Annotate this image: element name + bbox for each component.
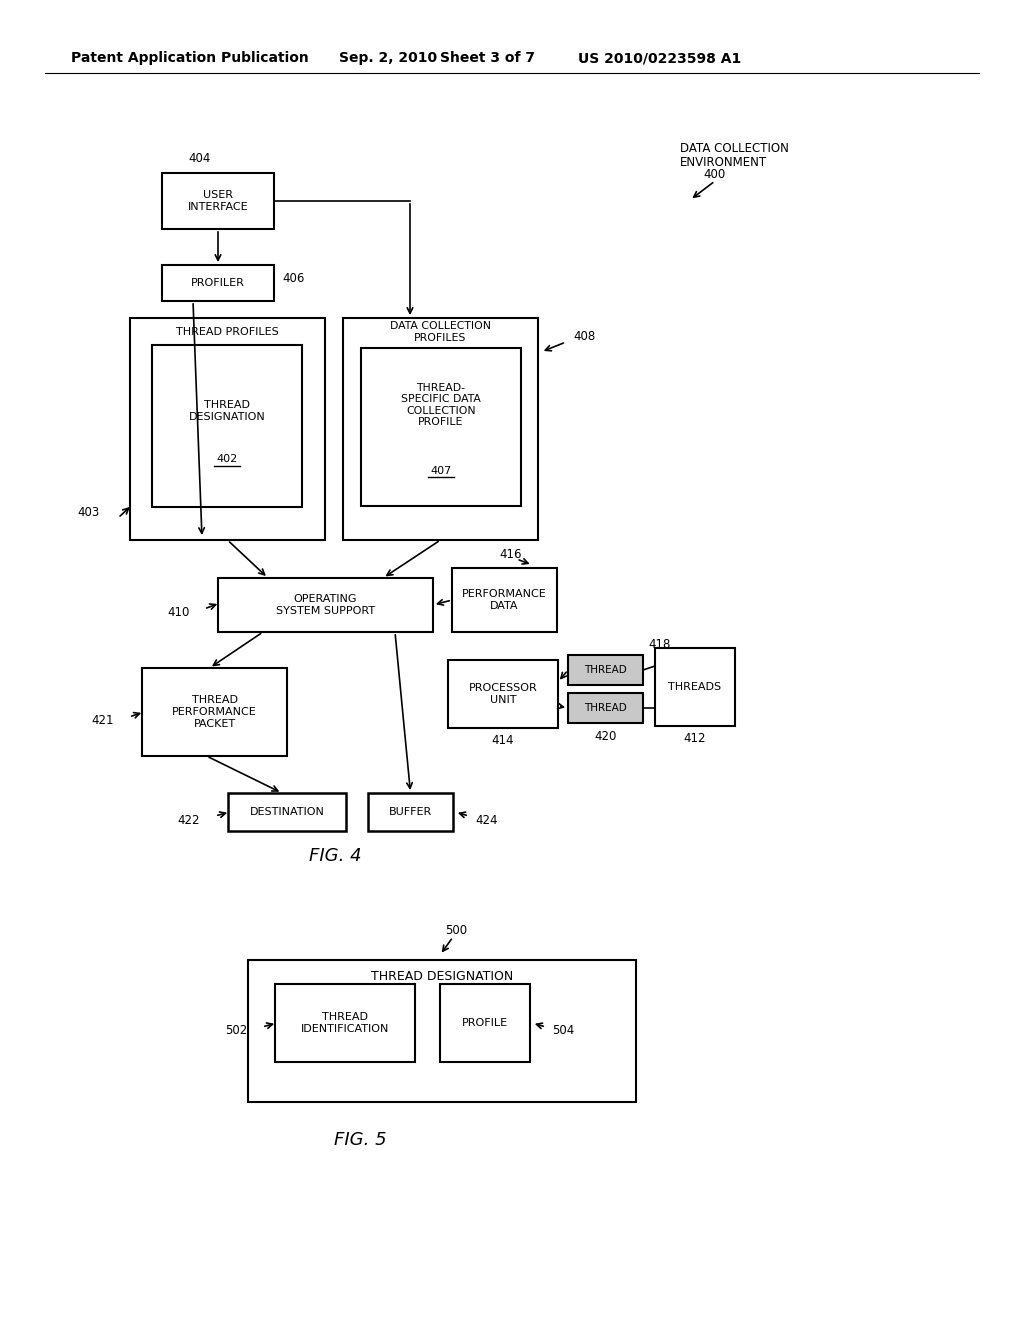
Text: 403: 403 — [78, 506, 100, 519]
Bar — [449, 660, 558, 729]
Text: THREAD PROFILES: THREAD PROFILES — [176, 327, 279, 337]
Bar — [130, 318, 325, 540]
Text: 414: 414 — [492, 734, 514, 747]
Bar — [568, 655, 643, 685]
Bar — [452, 568, 557, 632]
Text: PERFORMANCE
DATA: PERFORMANCE DATA — [462, 589, 547, 611]
Text: 421: 421 — [91, 714, 114, 726]
Text: Patent Application Publication: Patent Application Publication — [71, 51, 309, 65]
Text: 404: 404 — [188, 153, 210, 165]
Bar — [142, 668, 287, 756]
Bar — [361, 348, 521, 506]
Text: THREAD: THREAD — [584, 704, 627, 713]
Text: OPERATING
SYSTEM SUPPORT: OPERATING SYSTEM SUPPORT — [275, 594, 375, 616]
Text: THREADS: THREADS — [669, 682, 722, 692]
Text: PROCESSOR
UNIT: PROCESSOR UNIT — [469, 684, 538, 705]
Text: 502: 502 — [224, 1024, 247, 1038]
Text: THREAD: THREAD — [584, 665, 627, 675]
Bar — [248, 960, 636, 1102]
Text: THREAD
DESIGNATION: THREAD DESIGNATION — [188, 400, 265, 422]
Bar — [275, 983, 415, 1063]
Bar — [368, 793, 453, 832]
Text: Sheet 3 of 7: Sheet 3 of 7 — [439, 51, 535, 65]
Text: THREAD
PERFORMANCE
PACKET: THREAD PERFORMANCE PACKET — [172, 696, 257, 729]
Text: THREAD DESIGNATION: THREAD DESIGNATION — [371, 970, 513, 983]
Bar — [152, 345, 302, 507]
Text: 407: 407 — [430, 466, 452, 477]
Text: US 2010/0223598 A1: US 2010/0223598 A1 — [579, 51, 741, 65]
Text: ENVIRONMENT: ENVIRONMENT — [680, 156, 767, 169]
Bar — [162, 173, 274, 228]
Text: DESTINATION: DESTINATION — [250, 807, 325, 817]
Bar — [218, 578, 433, 632]
Text: 402: 402 — [216, 454, 238, 465]
Bar — [655, 648, 735, 726]
Bar — [343, 318, 538, 540]
Text: 400: 400 — [703, 169, 725, 181]
Text: 408: 408 — [573, 330, 595, 342]
Text: FIG. 5: FIG. 5 — [334, 1131, 386, 1148]
Text: 504: 504 — [552, 1024, 574, 1038]
Text: 406: 406 — [282, 272, 304, 285]
Bar — [228, 793, 346, 832]
Text: FIG. 4: FIG. 4 — [308, 847, 361, 865]
Bar — [568, 693, 643, 723]
Text: DATA COLLECTION
PROFILES: DATA COLLECTION PROFILES — [390, 321, 490, 343]
Bar — [162, 265, 274, 301]
Bar — [440, 983, 530, 1063]
Text: 420: 420 — [594, 730, 616, 742]
Text: 500: 500 — [445, 924, 467, 936]
Text: PROFILER: PROFILER — [191, 279, 245, 288]
Text: 412: 412 — [684, 733, 707, 746]
Text: THREAD
IDENTIFICATION: THREAD IDENTIFICATION — [301, 1012, 389, 1034]
Text: 422: 422 — [177, 813, 200, 826]
Text: PROFILE: PROFILE — [462, 1018, 508, 1028]
Text: 418: 418 — [648, 639, 671, 652]
Text: 410: 410 — [168, 606, 190, 619]
Text: DATA COLLECTION: DATA COLLECTION — [680, 141, 788, 154]
Text: USER
INTERFACE: USER INTERFACE — [187, 190, 248, 211]
Text: BUFFER: BUFFER — [389, 807, 432, 817]
Text: 416: 416 — [500, 548, 522, 561]
Text: Sep. 2, 2010: Sep. 2, 2010 — [339, 51, 437, 65]
Text: 424: 424 — [475, 813, 498, 826]
Text: THREAD-
SPECIFIC DATA
COLLECTION
PROFILE: THREAD- SPECIFIC DATA COLLECTION PROFILE — [401, 383, 481, 428]
